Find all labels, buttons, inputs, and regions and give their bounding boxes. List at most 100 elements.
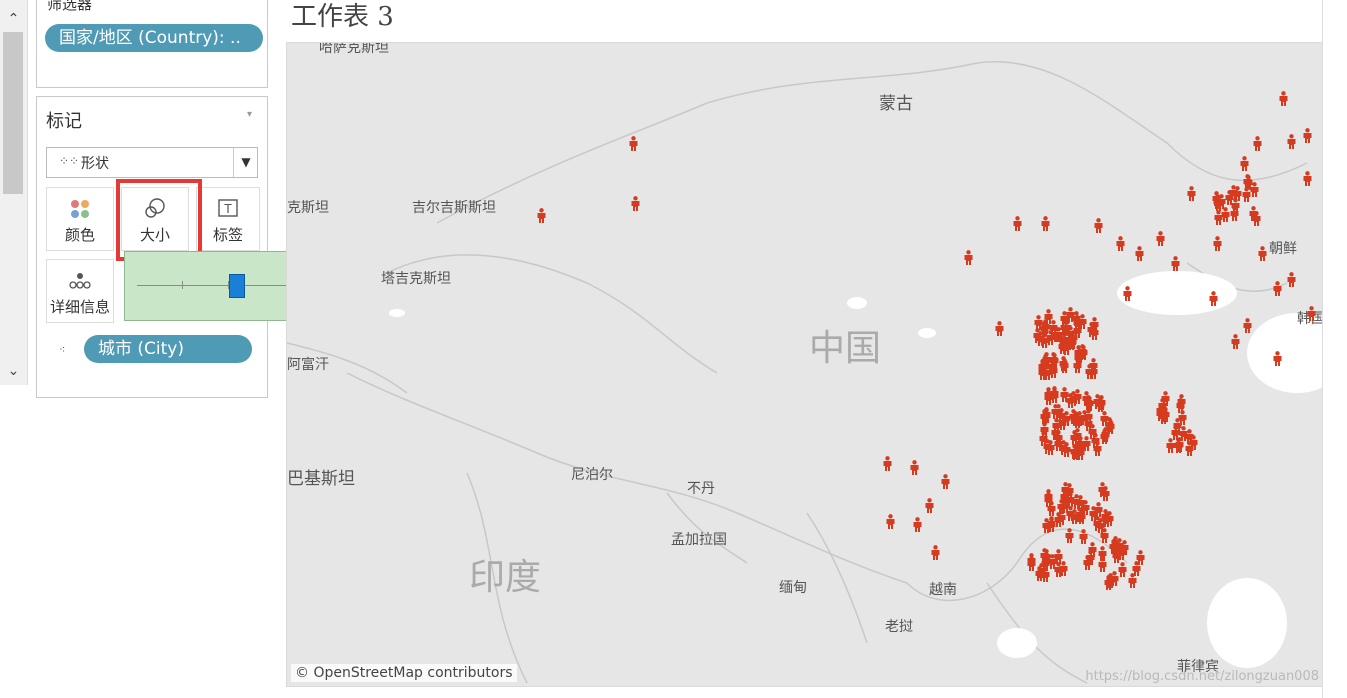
person-marker-icon[interactable] [1012, 216, 1023, 231]
person-marker-icon[interactable] [1302, 128, 1313, 143]
person-marker-icon[interactable] [1117, 562, 1128, 578]
left-panel-scrollbar[interactable]: ⌃ ⌄ [0, 0, 28, 385]
person-marker-icon[interactable] [882, 456, 893, 471]
person-marker-icon[interactable] [1059, 387, 1070, 403]
person-marker-icon[interactable] [1043, 390, 1054, 406]
person-marker-icon[interactable] [536, 208, 547, 223]
label-button[interactable]: T 标签 [196, 187, 260, 251]
person-marker-icon[interactable] [628, 136, 639, 151]
person-marker-icon[interactable] [1039, 547, 1050, 563]
person-marker-icon[interactable] [1286, 134, 1297, 149]
person-marker-icon[interactable] [1131, 560, 1142, 576]
person-marker-icon[interactable] [1086, 321, 1097, 337]
person-marker-icon[interactable] [1040, 567, 1051, 582]
person-marker-icon[interactable] [1053, 561, 1064, 577]
person-marker-icon[interactable] [1050, 404, 1061, 420]
person-marker-icon[interactable] [1084, 396, 1095, 412]
person-marker-icon[interactable] [1242, 318, 1253, 333]
person-marker-icon[interactable] [1058, 440, 1069, 456]
person-marker-icon[interactable] [1239, 156, 1250, 171]
person-marker-icon[interactable] [1099, 528, 1110, 544]
person-marker-icon[interactable] [1059, 332, 1070, 348]
person-marker-icon[interactable] [1127, 573, 1138, 588]
scrollbar-thumb[interactable] [3, 32, 23, 194]
person-marker-icon[interactable] [1047, 554, 1058, 569]
person-marker-icon[interactable] [1082, 555, 1093, 571]
person-marker-icon[interactable] [1053, 548, 1064, 564]
person-marker-icon[interactable] [1051, 327, 1062, 343]
person-marker-icon[interactable] [885, 514, 896, 529]
person-marker-icon[interactable] [1077, 314, 1088, 329]
person-marker-icon[interactable] [1053, 430, 1064, 446]
color-button[interactable]: 颜色 [46, 187, 114, 251]
map-view[interactable]: 哈萨克斯坦 蒙古 吉尔吉斯斯坦 塔吉克斯坦 克斯坦 阿富汗 中国 巴基斯坦 尼泊… [286, 42, 1324, 687]
person-marker-icon[interactable] [1224, 190, 1235, 206]
person-marker-icon[interactable] [1056, 510, 1067, 526]
person-marker-icon[interactable] [1060, 497, 1071, 513]
person-marker-icon[interactable] [909, 460, 920, 475]
person-marker-icon[interactable] [1033, 315, 1044, 331]
person-marker-icon[interactable] [1115, 236, 1126, 251]
person-marker-icon[interactable] [1068, 390, 1079, 406]
person-marker-icon[interactable] [1178, 426, 1189, 442]
person-marker-icon[interactable] [930, 545, 941, 560]
size-button[interactable]: 大小 [121, 187, 189, 251]
person-marker-icon[interactable] [1078, 529, 1089, 545]
person-marker-icon[interactable] [1059, 358, 1070, 374]
person-marker-icon[interactable] [1080, 500, 1091, 516]
person-marker-icon[interactable] [1158, 407, 1169, 423]
person-marker-icon[interactable] [1186, 186, 1197, 201]
person-marker-icon[interactable] [1046, 516, 1057, 532]
person-marker-icon[interactable] [1165, 438, 1176, 454]
person-marker-icon[interactable] [1097, 482, 1108, 498]
person-marker-icon[interactable] [1093, 501, 1104, 517]
person-marker-icon[interactable] [1040, 353, 1051, 369]
person-marker-icon[interactable] [1074, 507, 1085, 523]
person-marker-icon[interactable] [1230, 334, 1241, 349]
person-marker-icon[interactable] [1135, 549, 1146, 565]
chevron-up-icon[interactable]: ⌃ [7, 11, 20, 27]
person-marker-icon[interactable] [1093, 218, 1104, 233]
person-marker-icon[interactable] [630, 196, 641, 211]
person-marker-icon[interactable] [1252, 136, 1263, 151]
size-slider-thumb[interactable] [229, 274, 245, 298]
person-marker-icon[interactable] [1026, 555, 1037, 571]
person-marker-icon[interactable] [1079, 409, 1090, 425]
person-marker-icon[interactable] [1095, 518, 1106, 534]
chevron-down-icon[interactable]: ⌄ [7, 363, 20, 379]
person-marker-icon[interactable] [1134, 246, 1145, 261]
person-marker-icon[interactable] [1081, 435, 1092, 451]
person-marker-icon[interactable] [1110, 536, 1121, 552]
person-marker-icon[interactable] [1099, 429, 1110, 445]
person-marker-icon[interactable] [1040, 216, 1051, 231]
person-marker-icon[interactable] [1155, 231, 1166, 246]
person-marker-icon[interactable] [1175, 398, 1186, 414]
person-marker-icon[interactable] [1104, 511, 1115, 527]
person-marker-icon[interactable] [1172, 417, 1183, 433]
person-marker-icon[interactable] [940, 474, 951, 489]
person-marker-icon[interactable] [1229, 206, 1240, 222]
person-marker-icon[interactable] [1048, 363, 1059, 379]
person-marker-icon[interactable] [1257, 246, 1268, 261]
person-marker-icon[interactable] [1306, 306, 1317, 321]
map-attribution[interactable]: © OpenStreetMap contributors [291, 664, 517, 682]
person-marker-icon[interactable] [1046, 500, 1057, 516]
field-pill-city[interactable]: 城市 (City) [84, 335, 252, 363]
person-marker-icon[interactable] [1212, 236, 1223, 251]
person-marker-icon[interactable] [1243, 175, 1254, 191]
person-marker-icon[interactable] [1039, 409, 1050, 425]
person-marker-icon[interactable] [1122, 286, 1133, 301]
person-marker-icon[interactable] [1278, 91, 1289, 106]
person-marker-icon[interactable] [1248, 205, 1259, 221]
person-marker-icon[interactable] [1173, 438, 1184, 454]
marks-menu-arrow-icon[interactable]: ▾ [247, 109, 253, 120]
person-marker-icon[interactable] [1119, 540, 1130, 555]
person-marker-icon[interactable] [1095, 396, 1106, 412]
person-marker-icon[interactable] [1061, 411, 1072, 427]
person-marker-icon[interactable] [1097, 556, 1108, 572]
person-marker-icon[interactable] [912, 517, 923, 532]
person-marker-icon[interactable] [1208, 291, 1219, 306]
person-marker-icon[interactable] [924, 498, 935, 513]
person-marker-icon[interactable] [1072, 358, 1083, 374]
dropdown-arrow-icon[interactable]: ▼ [233, 148, 258, 177]
